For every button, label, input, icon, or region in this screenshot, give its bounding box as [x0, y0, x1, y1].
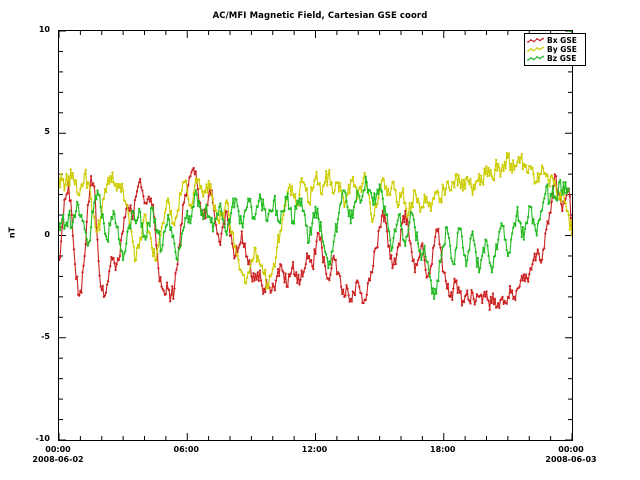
legend-swatch-bx [527, 37, 544, 43]
y-tick-label: -5 [41, 331, 50, 341]
legend-label-bx: Bx GSE [547, 36, 577, 45]
chart-legend: Bx GSE By GSE Bz GSE [524, 33, 586, 66]
x-tick-time: 06:00 [173, 445, 199, 454]
legend-item-bx[interactable]: Bx GSE [527, 36, 582, 45]
x-tick-time: 18:00 [430, 445, 456, 454]
x-tick-date: 2008-06-03 [545, 455, 597, 464]
x-tick-time: 12:00 [301, 445, 328, 454]
legend-swatch-by [527, 46, 544, 52]
x-tick-time: 00:00 [558, 445, 584, 454]
legend-label-by: By GSE [547, 45, 577, 54]
x-tick-label: 06:00 [151, 445, 221, 454]
y-tick-label: 5 [44, 127, 50, 137]
x-tick-label: 12:00 [280, 445, 350, 454]
legend-label-bz: Bz GSE [547, 54, 577, 63]
y-tick-label: 10 [38, 25, 50, 34]
y-tick-label: 0 [44, 229, 50, 239]
plot-canvas [59, 31, 572, 440]
legend-item-by[interactable]: By GSE [527, 45, 582, 54]
y-axis-title: nT [7, 226, 17, 239]
legend-swatch-bz [527, 55, 544, 61]
x-tick-label: 18:00 [408, 445, 478, 454]
plot-area [58, 30, 573, 441]
legend-item-bz[interactable]: Bz GSE [527, 54, 582, 63]
chart-title: AC/MFI Magnetic Field, Cartesian GSE coo… [212, 11, 428, 21]
x-tick-label: 00:00 2008-06-03 [536, 445, 606, 464]
x-tick-time: 00:00 [45, 445, 71, 454]
y-tick-label: -10 [35, 434, 50, 443]
x-tick-label: 00:00 2008-06-02 [23, 445, 93, 464]
x-tick-date: 2008-06-02 [32, 455, 84, 464]
